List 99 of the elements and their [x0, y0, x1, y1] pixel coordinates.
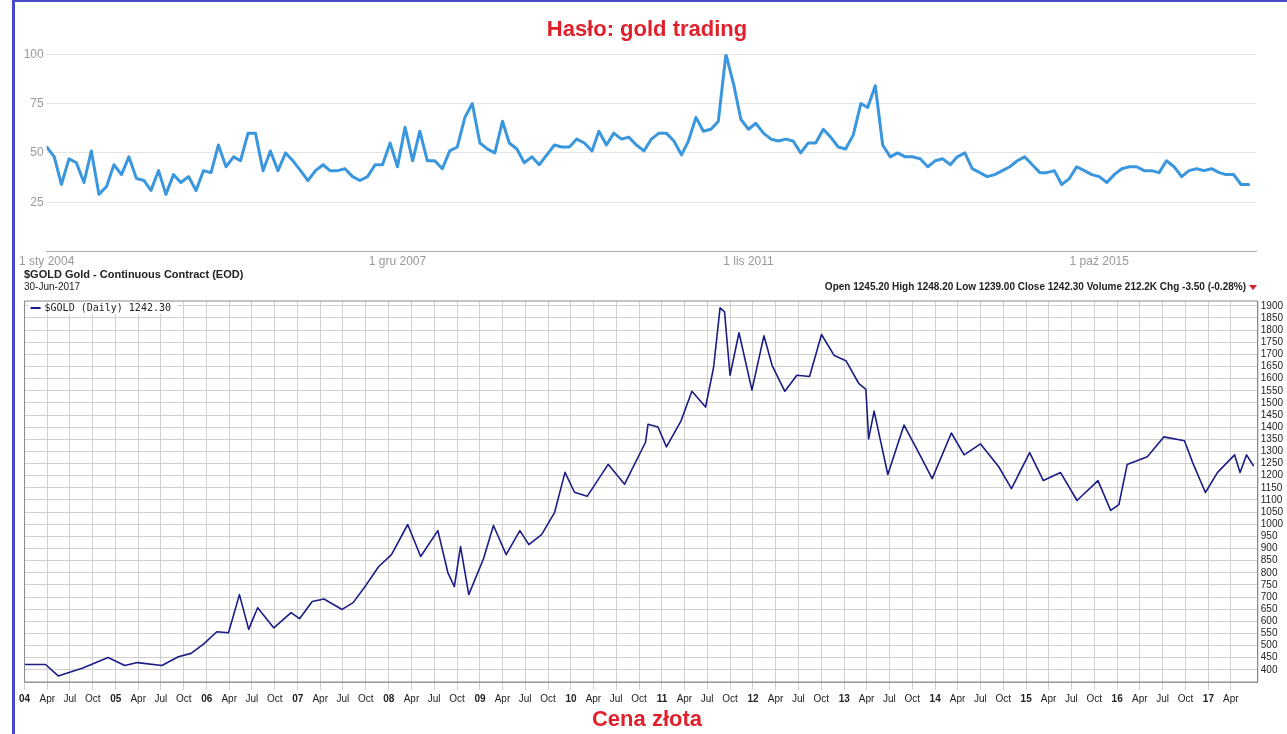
y-tick-label: 1500: [1260, 396, 1284, 408]
x-tick-label: Jul: [63, 692, 77, 704]
x-tick-label: Oct: [722, 692, 739, 704]
y-tick-label: 800: [1260, 566, 1278, 578]
x-tick-label: 04: [19, 692, 31, 704]
y-tick-label: 450: [1260, 651, 1278, 663]
text: Cena złota: [591, 706, 703, 732]
y-tick-label: 1350: [1260, 433, 1284, 445]
y-tick-label: 25: [30, 194, 44, 209]
y-tick-label: 750: [1260, 578, 1278, 590]
y-tick-label: 50: [30, 145, 44, 160]
x-tick-label: Apr: [39, 692, 56, 704]
x-tick-label: Apr: [312, 692, 329, 704]
x-tick-label: Oct: [1086, 692, 1103, 704]
x-tick-label: Apr: [403, 692, 420, 704]
x-tick-label: Oct: [267, 692, 283, 704]
x-tick-label: Jul: [1156, 692, 1169, 704]
x-tick-label: Jul: [973, 692, 987, 704]
y-tick-label: 1700: [1260, 348, 1284, 360]
x-tick-label: Oct: [540, 692, 557, 704]
x-tick-label: Apr: [858, 692, 876, 704]
x-tick-label: 14: [929, 692, 942, 704]
y-tick-label: 1050: [1260, 505, 1284, 517]
y-tick-label: 400: [1260, 663, 1278, 675]
y-tick-label: 600: [1260, 615, 1278, 627]
x-tick-label: 12: [747, 692, 759, 704]
x-tick-label: 09: [474, 692, 486, 704]
chart-title: Hasło: gold trading: [545, 16, 749, 42]
y-tick-label: 850: [1260, 554, 1278, 566]
y-tick-label: 550: [1260, 627, 1278, 639]
x-tick-label: 16: [1111, 692, 1124, 704]
x-tick-label: Apr: [1132, 692, 1149, 704]
y-tick-label: 1100: [1260, 493, 1283, 505]
x-tick-label: Apr: [585, 692, 602, 704]
y-tick-label: 1800: [1260, 323, 1284, 335]
x-tick-label: 10: [565, 692, 577, 704]
x-tick-label: Oct: [449, 692, 466, 704]
x-tick-label: Jul: [154, 692, 168, 704]
legend-label: $GOLD (Daily) 1242.30: [44, 301, 171, 313]
x-tick-label: Oct: [995, 692, 1012, 704]
y-tick-label: 500: [1260, 639, 1278, 651]
x-tick-label: Apr: [767, 692, 785, 704]
y-tick-label: 900: [1260, 542, 1278, 554]
x-tick-label: 17: [1202, 692, 1215, 704]
y-tick-label: 1250: [1260, 457, 1284, 469]
x-tick-label: Jul: [882, 692, 896, 704]
x-tick-label: Apr: [221, 692, 238, 704]
x-tick-label: 11: [656, 692, 668, 704]
x-tick-label: Apr: [1223, 692, 1240, 704]
text: Open 1245.20 High 1248.20 Low 1239.00 Close 1242.30 Volume 212.2K Chg -3.50 (-0.28%): [824, 281, 1246, 292]
x-tick-label: Jul: [609, 692, 623, 704]
x-tick-label: Jul: [427, 692, 441, 704]
y-tick-label: 1750: [1260, 336, 1284, 347]
y-tick-label: 1850: [1260, 311, 1284, 323]
y-tick-label: 1000: [1260, 518, 1284, 530]
y-tick-label: 1200: [1260, 469, 1284, 481]
chart-subtitle: 30-Jun-2017: [24, 281, 81, 292]
x-tick-label: Jul: [518, 692, 532, 704]
x-tick-label: Apr: [1040, 692, 1058, 704]
x-tick-label: Jul: [336, 692, 350, 704]
y-tick-label: 75: [30, 95, 44, 110]
y-tick-label: 1600: [1260, 372, 1284, 384]
x-tick-label: Oct: [631, 692, 648, 704]
y-tick-label: 1150: [1260, 481, 1283, 493]
chart-title: $GOLD Gold - Continuous Contract (EOD): [24, 268, 244, 280]
x-tick-label: Jul: [791, 692, 805, 704]
x-tick-label: Oct: [813, 692, 830, 704]
y-tick-label: 700: [1260, 590, 1278, 602]
x-tick-label: Oct: [904, 692, 921, 704]
y-tick-label: 1400: [1260, 420, 1284, 432]
x-tick-label: 06: [201, 692, 213, 704]
x-tick-label: 1 sty 2004: [19, 254, 75, 269]
y-tick-label: 1900: [1260, 299, 1284, 311]
x-tick-label: 1 gru 2007: [368, 254, 427, 269]
x-tick-label: Oct: [176, 692, 192, 704]
x-tick-label: Oct: [358, 692, 374, 704]
x-tick-label: 07: [292, 692, 304, 704]
x-tick-label: Apr: [949, 692, 967, 704]
x-tick-label: Apr: [130, 692, 147, 704]
y-tick-label: 950: [1260, 530, 1278, 542]
y-tick-label: 1300: [1260, 445, 1284, 457]
x-tick-label: Apr: [676, 692, 693, 704]
x-tick-label: Jul: [1064, 692, 1078, 704]
y-tick-label: 1650: [1260, 360, 1284, 372]
y-tick-label: 100: [23, 46, 44, 61]
y-tick-label: 1450: [1260, 408, 1284, 420]
x-tick-label: Oct: [85, 692, 101, 704]
x-tick-label: 05: [110, 692, 122, 704]
y-tick-label: 650: [1260, 602, 1278, 614]
y-tick-label: 1550: [1260, 384, 1284, 396]
x-tick-label: Apr: [494, 692, 511, 704]
x-tick-label: Oct: [1177, 692, 1194, 704]
x-tick-label: 1 lis 2011: [723, 254, 775, 269]
x-tick-label: 08: [383, 692, 395, 704]
x-tick-label: 15: [1020, 692, 1033, 704]
x-tick-label: 13: [838, 692, 851, 704]
x-tick-label: Jul: [700, 692, 714, 704]
x-tick-label: 1 paź 2015: [1069, 254, 1130, 269]
x-tick-label: Jul: [245, 692, 259, 704]
